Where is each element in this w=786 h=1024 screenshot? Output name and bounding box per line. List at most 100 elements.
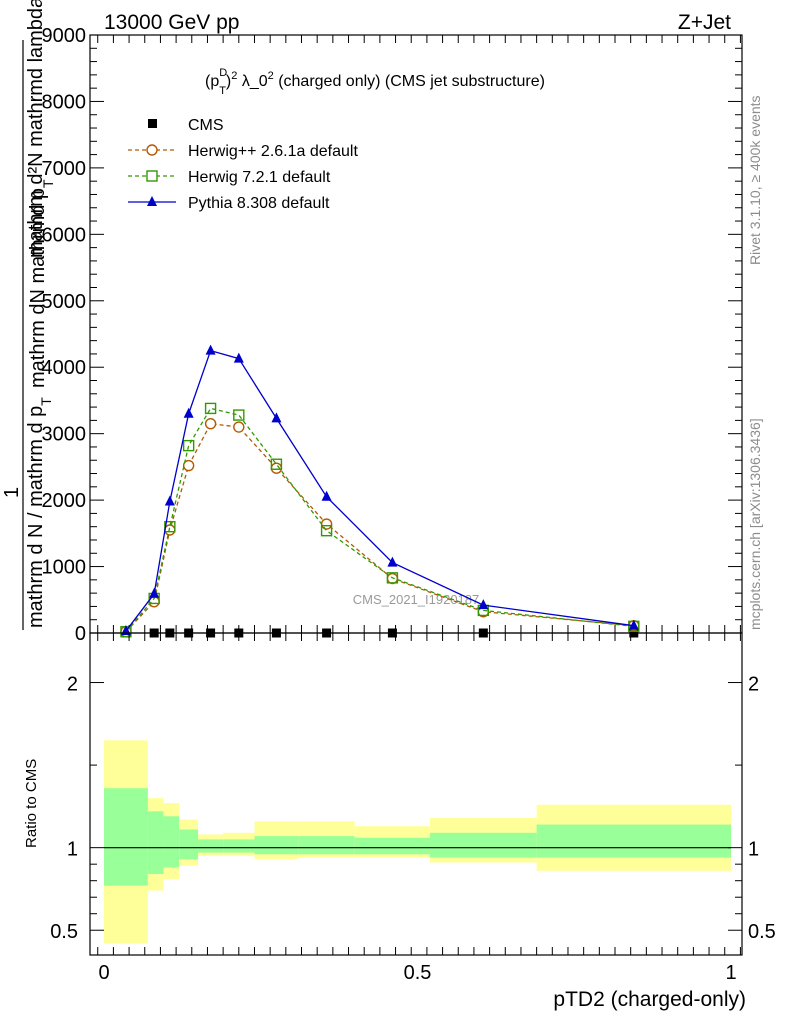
ratio-x-ticks: 0 0.5 1: [97, 633, 741, 984]
header-energy-label: 13000 GeV pp: [104, 11, 239, 34]
ratio-bands: [104, 740, 731, 944]
ratio-y-tick-label: 1: [67, 839, 78, 861]
ratio-y-ticks: 0.5 0.5 1 1 2 2: [50, 674, 776, 944]
title-part-0: (p: [205, 73, 219, 90]
legend-marker-herwigpp: [146, 144, 158, 156]
ylabel-bottom: mathrm d N / mathrm d pT: [25, 397, 54, 628]
legend-marker-pythia: [147, 196, 157, 206]
title-part-6: 2: [268, 70, 274, 82]
data-point-pythia: [205, 344, 216, 355]
legend-label-cms: CMS: [188, 117, 224, 134]
ratio-inner-band-bin: [198, 839, 224, 853]
legend-entry-cms: CMS: [148, 117, 224, 134]
title-part-5: λ_0: [237, 73, 267, 90]
main-y-tick-label: 8000: [42, 91, 87, 113]
legend-entry-herwigpp: Herwig++ 2.6.1a default: [128, 143, 358, 160]
data-point-herwigpp: [204, 418, 217, 430]
legend-label-herwigpp: Herwig++ 2.6.1a default: [188, 143, 358, 160]
ratio-plot-frame: [89, 632, 743, 956]
data-point-herwig7: [386, 572, 399, 584]
main-y-tick-label: 9000: [42, 25, 87, 47]
ratio-inner-band-bin: [298, 836, 355, 855]
ratio-inner-band-bin: [163, 816, 180, 868]
title-part-3: ): [226, 73, 231, 90]
data-point-herwig7: [182, 439, 195, 452]
x-tick-label: 0: [98, 962, 109, 984]
data-point-pythia: [321, 490, 332, 501]
title-part-1: D: [219, 67, 227, 79]
rivet-version-label: Rivet 3.1.10, ≥ 400k events: [747, 95, 763, 265]
data-point-herwig7: [320, 524, 333, 537]
ratio-panel: 0.5 0.51 12 2 0 0.5 1 Ratio to CMS pTD2 (char…: [23, 632, 776, 1011]
data-point-pythia: [233, 352, 244, 363]
x-tick-label: 1: [725, 962, 736, 984]
ratio-inner-band-bin: [536, 824, 731, 858]
ylabel-mid: mathrm dN mathrmd pT: [27, 179, 56, 388]
data-point-pythia: [271, 412, 282, 423]
main-y-tick-label: 1000: [42, 557, 87, 579]
ratio-y-tick-label: 0.5: [50, 921, 78, 943]
data-point-herwig7: [164, 520, 176, 533]
main-y-tick-label: 6000: [42, 224, 87, 246]
legend-entry-pythia: Pythia 8.308 default: [128, 195, 330, 212]
mcplots-label: mcplots.cern.ch [arXiv:1306.3436]: [747, 418, 763, 630]
title-part-7: (charged only) (CMS jet substructure): [274, 73, 545, 90]
main-y-axis-label: mathrm d²N mathrmd lambda mathrm dN math…: [1, 0, 56, 630]
data-point-herwigpp: [182, 459, 195, 472]
main-panel: 0 1000 2000 3000 4000 5000 6000 7000 8000 9000 CM…: [1, 0, 743, 645]
ratio-inner-band-bin: [254, 836, 299, 855]
ratio-y-tick-label: 2: [67, 674, 78, 696]
legend-entry-herwig7: Herwig 7.2.1 default: [128, 169, 331, 186]
title-part-4: 2: [231, 70, 237, 82]
data-point-pythia: [628, 619, 639, 630]
title-part-2: T: [219, 85, 226, 97]
data-point-herwig7: [270, 458, 283, 470]
series-line-2: [125, 407, 634, 633]
series-line-1: [125, 423, 634, 633]
main-y-tick-label: 5000: [42, 291, 87, 313]
legend-marker-herwig7: [146, 170, 158, 182]
main-y-tick-label: 4000: [42, 357, 87, 379]
main-y-ticks: 0 1000 2000 3000 4000 5000 6000 7000 8000 9000: [42, 25, 742, 645]
data-point-herwig7: [233, 409, 245, 421]
main-y-tick-label: 7000: [42, 158, 87, 180]
data-point-pythia: [387, 556, 398, 567]
watermark: CMS_2021_I1920187: [353, 592, 480, 607]
ratio-y-axis-label: Ratio to CMS: [23, 759, 40, 848]
legend-marker-cms: [148, 119, 157, 128]
legend-label-pythia: Pythia 8.308 default: [188, 195, 330, 212]
ratio-y-tick-label-right: 1: [748, 839, 759, 861]
ylabel-mid-a: mathrm dN mathrmd p: [27, 188, 49, 388]
ylabel-top: mathrm d²N mathrmd lambda: [25, 0, 47, 258]
ratio-inner-band-bin: [147, 811, 164, 875]
ylabel-mid-b: T: [40, 179, 56, 188]
data-point-pythia: [478, 599, 489, 610]
ratio-y-tick-label-right: 0.5: [748, 921, 776, 943]
main-y-tick-label: 3000: [42, 424, 87, 446]
legend-label-herwig7: Herwig 7.2.1 default: [188, 169, 331, 186]
ratio-inner-band-bin: [179, 829, 199, 860]
data-point-pythia: [183, 407, 194, 418]
legend: CMS Herwig++ 2.6.1a default Herwig 7.2.1…: [128, 117, 358, 212]
x-axis-label: pTD2 (charged-only): [553, 988, 746, 1011]
data-point-herwigpp: [233, 421, 245, 433]
main-y-tick-label: 0: [75, 623, 86, 645]
ylabel-bottom-b: T: [38, 397, 54, 406]
ratio-y-tick-label-right: 2: [748, 674, 759, 696]
data-point-herwigpp: [320, 518, 333, 530]
series-line-3: [125, 349, 634, 632]
ratio-inner-band-bin: [430, 832, 537, 858]
main-y-tick-label: 2000: [42, 490, 87, 512]
data-point-herwigpp: [164, 524, 176, 536]
data-point-pythia: [149, 587, 160, 598]
ylabel-one: 1: [1, 487, 23, 498]
ratio-inner-band-bin: [104, 788, 148, 886]
x-tick-label: 0.5: [404, 962, 432, 984]
data-point-pythia: [164, 495, 175, 506]
ratio-inner-band-bin: [354, 837, 431, 855]
ylabel-bottom-a: mathrm d N / mathrm d p: [25, 406, 47, 628]
ratio-inner-band-bin: [223, 839, 255, 853]
header-process-label: Z+Jet: [678, 11, 731, 34]
chart-title: (pD T)2 λ_02 (charged only) (CMS jet subs…: [205, 67, 545, 97]
